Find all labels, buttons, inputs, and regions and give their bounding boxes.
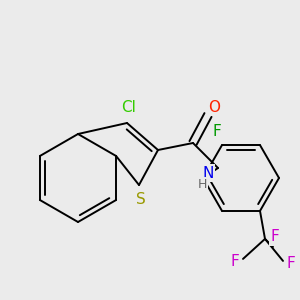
Text: S: S: [136, 191, 146, 206]
Text: F: F: [271, 230, 279, 244]
Text: F: F: [286, 256, 296, 272]
Text: N: N: [202, 166, 214, 181]
Text: F: F: [231, 254, 239, 269]
Text: F: F: [213, 124, 221, 139]
Text: H: H: [197, 178, 207, 191]
Text: Cl: Cl: [122, 100, 136, 115]
Text: O: O: [208, 100, 220, 115]
